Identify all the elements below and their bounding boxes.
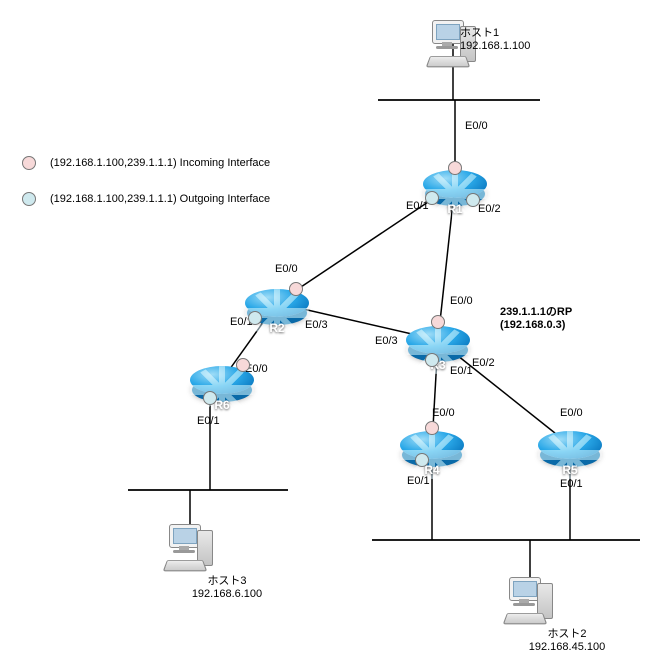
host-caption: ホスト1192.168.1.100 <box>460 24 580 52</box>
host-h1: ホスト1192.168.1.100 <box>430 20 476 66</box>
router-label: R6 <box>190 398 254 412</box>
host-caption: ホスト2192.168.45.100 <box>497 625 637 653</box>
router-icon <box>400 431 464 459</box>
host-h2: ホスト2192.168.45.100 <box>507 577 553 623</box>
router-r4: R4 <box>400 431 464 479</box>
host-h3: ホスト3192.168.6.100 <box>167 524 213 570</box>
interface-label: E0/1 <box>560 478 583 490</box>
legend-text-incoming: (192.168.1.100,239.1.1.1) Incoming Inter… <box>50 157 270 169</box>
interface-label: E0/0 <box>450 295 473 307</box>
computer-icon <box>507 577 553 623</box>
incoming-interface-marker <box>289 282 303 296</box>
interface-label: E0/3 <box>375 335 398 347</box>
router-icon <box>538 431 602 459</box>
outgoing-interface-marker <box>203 391 217 405</box>
rp-line2: (192.168.0.3) <box>500 319 572 331</box>
interface-label: E0/2 <box>472 357 495 369</box>
rp-line1: 239.1.1.1のRP <box>500 303 572 319</box>
interface-label: E0/3 <box>305 319 328 331</box>
interface-label: E0/0 <box>560 407 583 419</box>
interface-label: E0/1 <box>450 365 473 377</box>
incoming-interface-marker <box>236 358 250 372</box>
outgoing-interface-marker <box>466 193 480 207</box>
router-r5: R5 <box>538 431 602 479</box>
outgoing-interface-marker <box>415 453 429 467</box>
outgoing-interface-marker <box>425 353 439 367</box>
legend-dot-outgoing <box>22 192 36 206</box>
router-label: R5 <box>538 463 602 477</box>
incoming-interface-marker <box>425 421 439 435</box>
incoming-interface-marker <box>448 161 462 175</box>
legend-dot-incoming <box>22 156 36 170</box>
interface-label: E0/2 <box>478 203 501 215</box>
outgoing-interface-marker <box>248 311 262 325</box>
interface-label: E0/0 <box>275 263 298 275</box>
router-icon <box>406 326 470 354</box>
computer-icon <box>167 524 213 570</box>
interface-label: E0/1 <box>407 475 430 487</box>
rp-annotation: 239.1.1.1のRP (192.168.0.3) <box>500 303 572 331</box>
interface-label: E0/0 <box>465 120 488 132</box>
legend-text-outgoing: (192.168.1.100,239.1.1.1) Outgoing Inter… <box>50 193 270 205</box>
host-caption: ホスト3192.168.6.100 <box>157 572 297 600</box>
interface-label: E0/0 <box>432 407 455 419</box>
legend: (192.168.1.100,239.1.1.1) Incoming Inter… <box>22 156 270 206</box>
outgoing-interface-marker <box>425 191 439 205</box>
interface-label: E0/1 <box>197 415 220 427</box>
incoming-interface-marker <box>431 315 445 329</box>
